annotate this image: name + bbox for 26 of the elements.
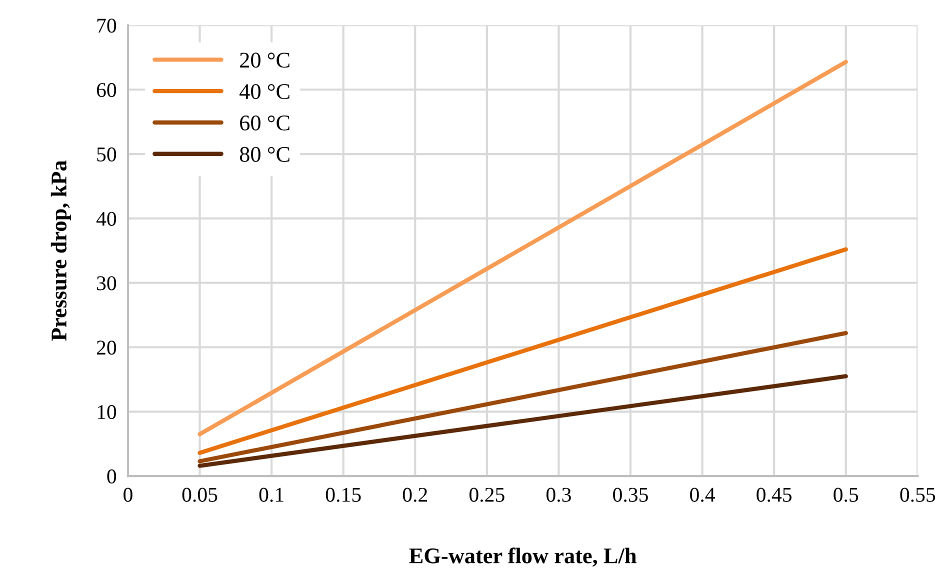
y-tick-label: 50 (97, 147, 116, 162)
x-axis-title: EG-water flow rate, L/h (409, 548, 636, 567)
legend-label: 80 °C (240, 146, 290, 162)
x-tick-label: 0.2 (402, 488, 428, 502)
legend-label: 20 °C (240, 52, 290, 68)
y-axis-title: Pressure drop, kPa (50, 160, 72, 341)
x-tick-label: 0.3 (546, 488, 571, 502)
x-tick-label: 0.5 (834, 488, 858, 502)
y-tick-label: 60 (96, 83, 116, 98)
y-tick-label: 0 (107, 469, 116, 484)
x-tick-label: 0.05 (182, 488, 218, 502)
legend-label: 60 °C (240, 115, 290, 130)
y-tick-label: 20 (96, 340, 116, 355)
x-tick-label: 0.55 (900, 488, 936, 502)
x-tick-label: 0.35 (613, 488, 648, 502)
y-tick-label: 30 (97, 276, 116, 290)
y-tick-label: 40 (96, 212, 116, 226)
x-tick-label: 0 (124, 488, 132, 502)
x-tick-label: 0.4 (690, 488, 715, 502)
x-tick-label: 0.25 (469, 488, 504, 502)
legend-label: 40 °C (240, 84, 290, 100)
y-tick-label: 70 (97, 18, 116, 33)
x-tick-label: 0.1 (259, 488, 284, 502)
x-tick-label: 0.15 (326, 488, 361, 502)
y-tick-label: 10 (98, 405, 116, 420)
x-tick-label: 0.45 (756, 488, 792, 502)
